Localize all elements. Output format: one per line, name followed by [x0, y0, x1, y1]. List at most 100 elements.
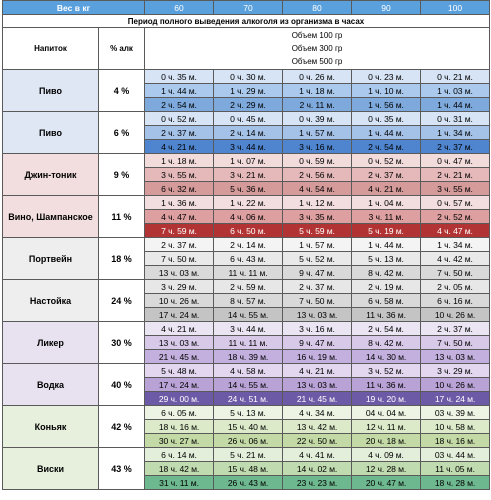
drink-name: Коньяк	[2, 405, 99, 448]
elimination-time-cell: 0 ч. 35 м.	[351, 111, 422, 126]
elimination-time-cell: 2 ч. 52 м.	[420, 209, 491, 224]
drink-row: Настойка 24 % 3 ч. 29 м. 2 ч. 59 м. 2 ч. 37 …	[2, 279, 491, 322]
drink-row: Джин-тоник 9 % 1 ч. 18 м. 1 ч. 07 м. 0 ч. 59…	[2, 153, 491, 196]
drink-row: 13 ч. 03 м. 11 ч. 11 м. 9 ч. 47 м. 8 ч. 42 …	[3, 335, 491, 350]
elimination-time-cell: 17 ч. 24 м.	[144, 307, 215, 322]
drink-row: 7 ч. 50 м. 6 ч. 43 м. 5 ч. 52 м. 5 ч. 13 м.…	[3, 251, 491, 266]
elimination-time-cell: 0 ч. 35 м.	[144, 69, 215, 84]
drink-row: 29 ч. 00 м. 24 ч. 51 м. 21 ч. 45 м. 19 ч. 2…	[3, 391, 491, 406]
alcohol-percent: 30 %	[97, 321, 146, 364]
drink-row: Виски 43 % 6 ч. 14 м. 5 ч. 21 м. 4 ч. 41 м. 4…	[2, 447, 491, 490]
elimination-time-cell: 18 ч. 16 м.	[144, 419, 215, 434]
percent-column-header: % алк	[97, 27, 146, 70]
elimination-time-cell: 1 ч. 57 м.	[282, 237, 353, 252]
elimination-time-cell: 13 ч. 03 м.	[144, 265, 215, 280]
weight-90: 90	[351, 0, 422, 15]
elimination-time-cell: 1 ч. 22 м.	[213, 195, 284, 210]
drink-name: Настойка	[2, 279, 99, 322]
drink-row: Ликер 30 % 4 ч. 21 м. 3 ч. 44 м. 3 ч. 16 м. 2…	[2, 321, 491, 364]
weight-80: 80	[282, 0, 353, 15]
drink-row: 3 ч. 55 м. 3 ч. 21 м. 2 ч. 56 м. 2 ч. 37 м.…	[3, 167, 491, 182]
elimination-time-cell: 17 ч. 24 м.	[144, 377, 215, 392]
drink-row: Пиво 6 % 0 ч. 52 м. 0 ч. 45 м. 0 ч. 39 м. 0 ч…	[2, 111, 491, 154]
elimination-time-cell: 1 ч. 34 м.	[420, 237, 491, 252]
elimination-time-cell: 4 ч. 21 м.	[144, 321, 215, 336]
elimination-time-cell: 1 ч. 44 м.	[420, 97, 491, 112]
elimination-time-cell: 1 ч. 12 м.	[282, 195, 353, 210]
drink-row: 30 ч. 27 м. 26 ч. 06 м. 22 ч. 50 м. 20 ч. 1…	[3, 433, 491, 448]
elimination-time-cell: 2 ч. 19 м.	[351, 279, 422, 294]
elimination-time-cell: 5 ч. 36 м.	[213, 181, 284, 196]
elimination-time-cell: 9 ч. 47 м.	[282, 335, 353, 350]
alcohol-percent: 24 %	[97, 279, 146, 322]
elimination-time-cell: 15 ч. 48 м.	[213, 461, 284, 476]
elimination-time-cell: 3 ч. 35 м.	[282, 209, 353, 224]
elimination-time-cell: 2 ч. 56 м.	[282, 167, 353, 182]
elimination-time-cell: 6 ч. 05 м.	[144, 405, 215, 420]
elimination-time-cell: 8 ч. 57 м.	[213, 293, 284, 308]
elimination-time-cell: 26 ч. 43 м.	[213, 475, 284, 490]
elimination-time-cell: 20 ч. 47 м.	[351, 475, 422, 490]
elimination-time-cell: 0 ч. 45 м.	[213, 111, 284, 126]
elimination-time-cell: 0 ч. 59 м.	[282, 153, 353, 168]
elimination-time-cell: 1 ч. 07 м.	[213, 153, 284, 168]
drink-row: 10 ч. 26 м. 8 ч. 57 м. 7 ч. 50 м. 6 ч. 58 м…	[3, 293, 491, 308]
elimination-time-cell: 12 ч. 28 м.	[351, 461, 422, 476]
drink-name: Джин-тоник	[2, 153, 99, 196]
alcohol-percent: 40 %	[97, 363, 146, 406]
elimination-time-cell: 11 ч. 05 м.	[420, 461, 491, 476]
elimination-time-cell: 5 ч. 59 м.	[282, 223, 353, 238]
elimination-time-cell: 7 ч. 50 м.	[420, 265, 491, 280]
alcohol-percent: 18 %	[97, 237, 146, 280]
elimination-time-cell: 3 ч. 55 м.	[144, 167, 215, 182]
elimination-time-cell: 2 ч. 14 м.	[213, 237, 284, 252]
elimination-time-cell: 1 ч. 10 м.	[351, 83, 422, 98]
elimination-time-cell: 3 ч. 29 м.	[420, 363, 491, 378]
elimination-time-cell: 1 ч. 56 м.	[351, 97, 422, 112]
elimination-time-cell: 8 ч. 42 м.	[351, 265, 422, 280]
elimination-time-cell: 4 ч. 09 м.	[351, 447, 422, 462]
elimination-time-cell: 4 ч. 34 м.	[282, 405, 353, 420]
elimination-time-cell: 9 ч. 47 м.	[282, 265, 353, 280]
elimination-time-cell: 5 ч. 48 м.	[144, 363, 215, 378]
weight-header-row: Вес в кг 60 70 80 90 100	[1, 0, 491, 15]
elimination-time-cell: 20 ч. 18 м.	[351, 433, 422, 448]
volume-header: Объем 100 гр Объем 300 гр Объем 500 гр	[144, 27, 491, 70]
volume-300-label: Объем 300 гр	[291, 44, 343, 53]
alcohol-percent: 4 %	[97, 69, 146, 112]
elimination-time-cell: 0 ч. 52 м.	[144, 111, 215, 126]
drink-column-header: Напиток	[2, 27, 99, 70]
weight-60: 60	[144, 0, 215, 15]
elimination-time-cell: 0 ч. 57 м.	[420, 195, 491, 210]
elimination-time-cell: 2 ч. 37 м.	[282, 279, 353, 294]
elimination-time-cell: 03 ч. 44 м.	[420, 447, 491, 462]
elimination-time-cell: 11 ч. 36 м.	[351, 377, 422, 392]
elimination-time-cell: 13 ч. 03 м.	[420, 349, 491, 364]
weight-100: 100	[420, 0, 491, 15]
drink-row: 18 ч. 42 м. 15 ч. 48 м. 14 ч. 02 м. 12 ч. 2…	[3, 461, 491, 476]
elimination-time-cell: 15 ч. 40 м.	[213, 419, 284, 434]
elimination-time-cell: 6 ч. 50 м.	[213, 223, 284, 238]
elimination-time-cell: 0 ч. 30 м.	[213, 69, 284, 84]
elimination-time-cell: 2 ч. 37 м.	[420, 139, 491, 154]
elimination-time-cell: 0 ч. 39 м.	[282, 111, 353, 126]
alcohol-percent: 42 %	[97, 405, 146, 448]
elimination-time-cell: 31 ч. 11 м.	[144, 475, 215, 490]
elimination-time-cell: 4 ч. 47 м.	[144, 209, 215, 224]
volume-500-label: Объем 500 гр	[291, 57, 343, 66]
elimination-time-cell: 13 ч. 03 м.	[282, 307, 353, 322]
elimination-time-cell: 1 ч. 18 м.	[282, 83, 353, 98]
elimination-time-cell: 2 ч. 37 м.	[144, 125, 215, 140]
elimination-time-cell: 1 ч. 29 м.	[213, 83, 284, 98]
elimination-time-cell: 04 ч. 04 м.	[351, 405, 422, 420]
elimination-time-cell: 4 ч. 42 м.	[420, 251, 491, 266]
elimination-time-cell: 13 ч. 03 м.	[282, 377, 353, 392]
elimination-time-cell: 0 ч. 52 м.	[351, 153, 422, 168]
drink-row: 13 ч. 03 м. 11 ч. 11 м. 9 ч. 47 м. 8 ч. 42 …	[3, 265, 491, 280]
elimination-time-cell: 3 ч. 44 м.	[213, 321, 284, 336]
elimination-time-cell: 3 ч. 16 м.	[282, 139, 353, 154]
elimination-time-cell: 6 ч. 58 м.	[351, 293, 422, 308]
elimination-time-cell: 4 ч. 58 м.	[213, 363, 284, 378]
drink-name: Пиво	[2, 69, 99, 112]
elimination-time-cell: 13 ч. 03 м.	[144, 335, 215, 350]
